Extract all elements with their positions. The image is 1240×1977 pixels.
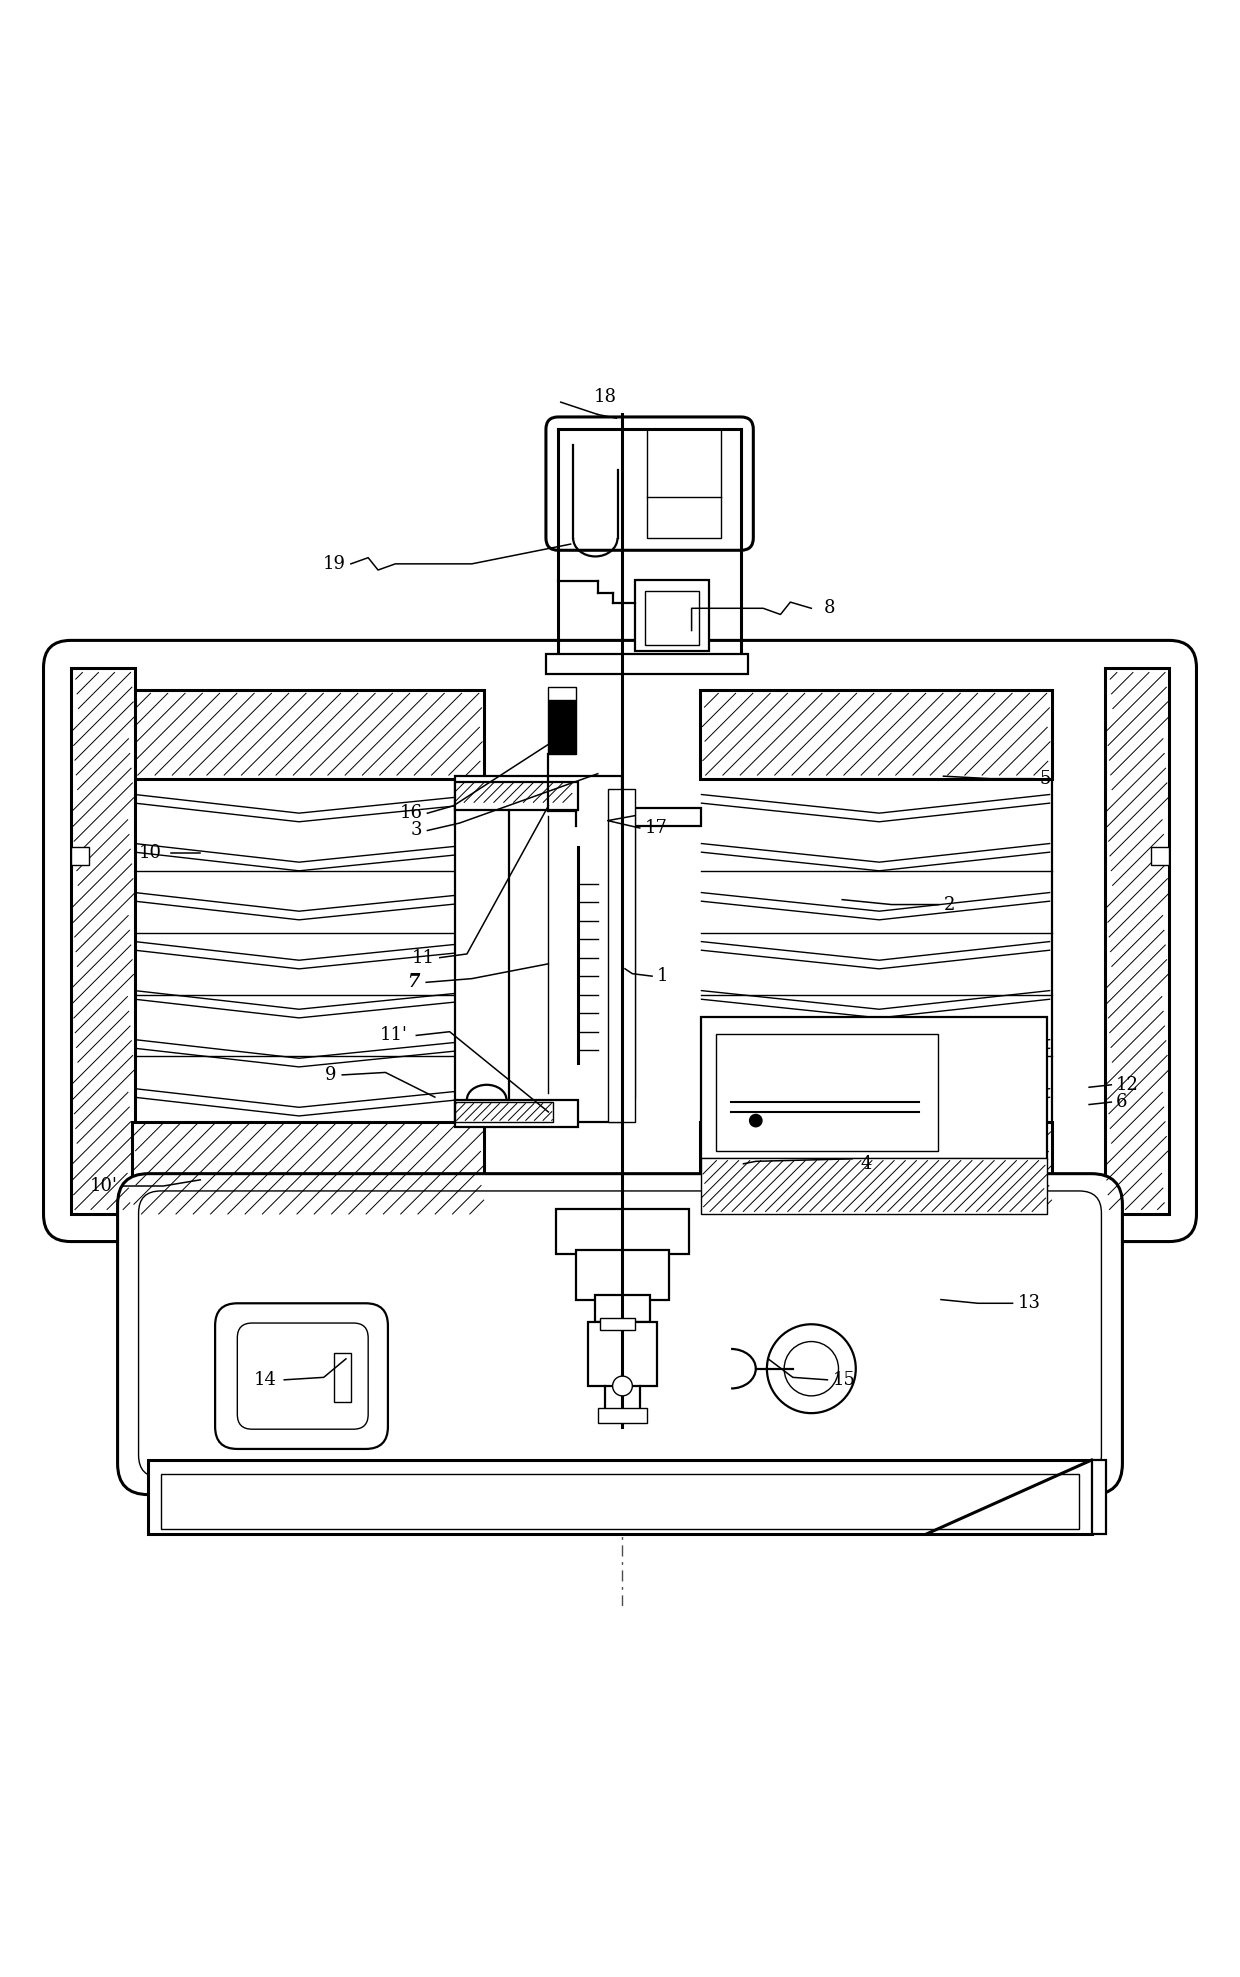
- Bar: [598, 1408, 647, 1423]
- Text: 9: 9: [325, 1066, 336, 1083]
- Bar: [71, 846, 89, 866]
- Bar: [701, 690, 1052, 779]
- Text: 13: 13: [1018, 1295, 1040, 1313]
- Bar: [546, 654, 749, 674]
- Text: 2: 2: [944, 896, 955, 913]
- Bar: [455, 1101, 553, 1121]
- Bar: [600, 1319, 635, 1331]
- Bar: [455, 809, 702, 826]
- Bar: [548, 688, 575, 700]
- Text: 1: 1: [657, 967, 668, 985]
- Bar: [161, 1473, 1079, 1528]
- Text: 15: 15: [832, 1370, 856, 1388]
- Text: 11: 11: [412, 949, 435, 967]
- Bar: [1091, 1461, 1106, 1534]
- Bar: [133, 690, 484, 779]
- Bar: [635, 579, 709, 652]
- Bar: [588, 1323, 657, 1386]
- Text: 11': 11': [379, 1026, 408, 1044]
- Text: 18: 18: [594, 387, 616, 405]
- Text: 7: 7: [408, 973, 420, 990]
- FancyBboxPatch shape: [43, 641, 1197, 1242]
- Bar: [701, 1121, 1052, 1214]
- Text: 14: 14: [254, 1370, 277, 1388]
- Text: 6: 6: [1116, 1093, 1127, 1111]
- Bar: [455, 781, 573, 803]
- Bar: [556, 1210, 689, 1253]
- Text: 19: 19: [322, 556, 346, 573]
- Bar: [455, 1099, 578, 1127]
- Bar: [149, 1461, 1091, 1534]
- Bar: [548, 700, 575, 753]
- Text: 3: 3: [410, 822, 423, 840]
- FancyBboxPatch shape: [139, 1190, 1101, 1477]
- Bar: [702, 1159, 1047, 1214]
- Bar: [455, 777, 622, 1121]
- Bar: [595, 1295, 650, 1323]
- Circle shape: [750, 1115, 761, 1127]
- Bar: [1151, 846, 1169, 866]
- Text: 8: 8: [823, 599, 836, 617]
- Bar: [133, 1121, 484, 1214]
- Bar: [71, 668, 135, 1214]
- Bar: [1105, 668, 1169, 1214]
- Bar: [575, 1249, 670, 1299]
- FancyBboxPatch shape: [237, 1323, 368, 1429]
- Text: 4: 4: [861, 1155, 872, 1172]
- Bar: [334, 1352, 351, 1402]
- Bar: [647, 429, 722, 538]
- Bar: [645, 591, 699, 645]
- Text: 10': 10': [89, 1176, 118, 1194]
- Text: 12: 12: [1116, 1075, 1140, 1093]
- Circle shape: [784, 1342, 838, 1396]
- FancyBboxPatch shape: [118, 1174, 1122, 1495]
- Bar: [455, 783, 578, 809]
- Text: 10: 10: [139, 844, 161, 862]
- Bar: [717, 1034, 939, 1151]
- FancyBboxPatch shape: [215, 1303, 388, 1449]
- FancyBboxPatch shape: [546, 417, 754, 550]
- Circle shape: [613, 1376, 632, 1396]
- Bar: [608, 789, 635, 1121]
- Text: 16: 16: [399, 805, 423, 822]
- Bar: [702, 1016, 1047, 1159]
- Circle shape: [766, 1325, 856, 1414]
- Text: 17: 17: [645, 818, 667, 836]
- Text: 5: 5: [1039, 769, 1052, 787]
